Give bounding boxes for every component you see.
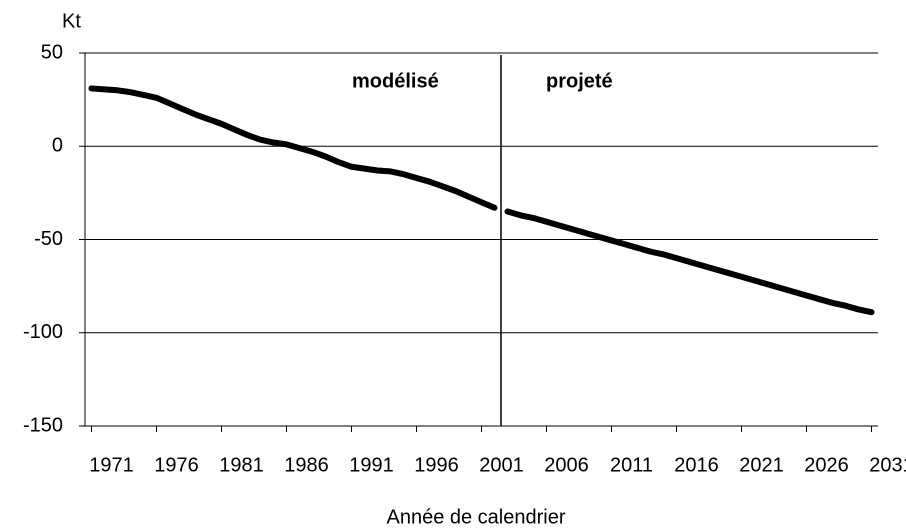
x-tick-label: 2021 [739, 454, 784, 476]
y-tick-label: -150 [23, 414, 63, 436]
x-tick-label: 2031 [869, 454, 906, 476]
x-tick-label: 2001 [479, 454, 524, 476]
data-line [504, 208, 875, 316]
x-tick-label: 1986 [284, 454, 329, 476]
y-axis-label: Kt [62, 10, 81, 32]
x-tick-label: 2016 [674, 454, 719, 476]
x-tick-label: 2011 [610, 454, 653, 476]
y-tick-label: 0 [52, 135, 63, 157]
annotation: modélisé [352, 70, 439, 92]
x-tick-label: 1981 [219, 454, 264, 476]
y-tick-label: 50 [41, 41, 63, 63]
data-line [88, 85, 498, 211]
x-axis-label: Année de calendrier [386, 506, 565, 528]
x-tick-label: 1971 [89, 454, 134, 476]
x-tick-label: 1991 [349, 454, 394, 476]
y-tick-label: -50 [34, 228, 63, 250]
annotation: projeté [546, 70, 613, 92]
x-tick-label: 1996 [414, 454, 459, 476]
y-tick-label: -100 [23, 321, 63, 343]
x-tick-label: 2006 [544, 454, 589, 476]
x-tick-label: 1976 [154, 454, 199, 476]
x-tick-label: 2026 [804, 454, 849, 476]
